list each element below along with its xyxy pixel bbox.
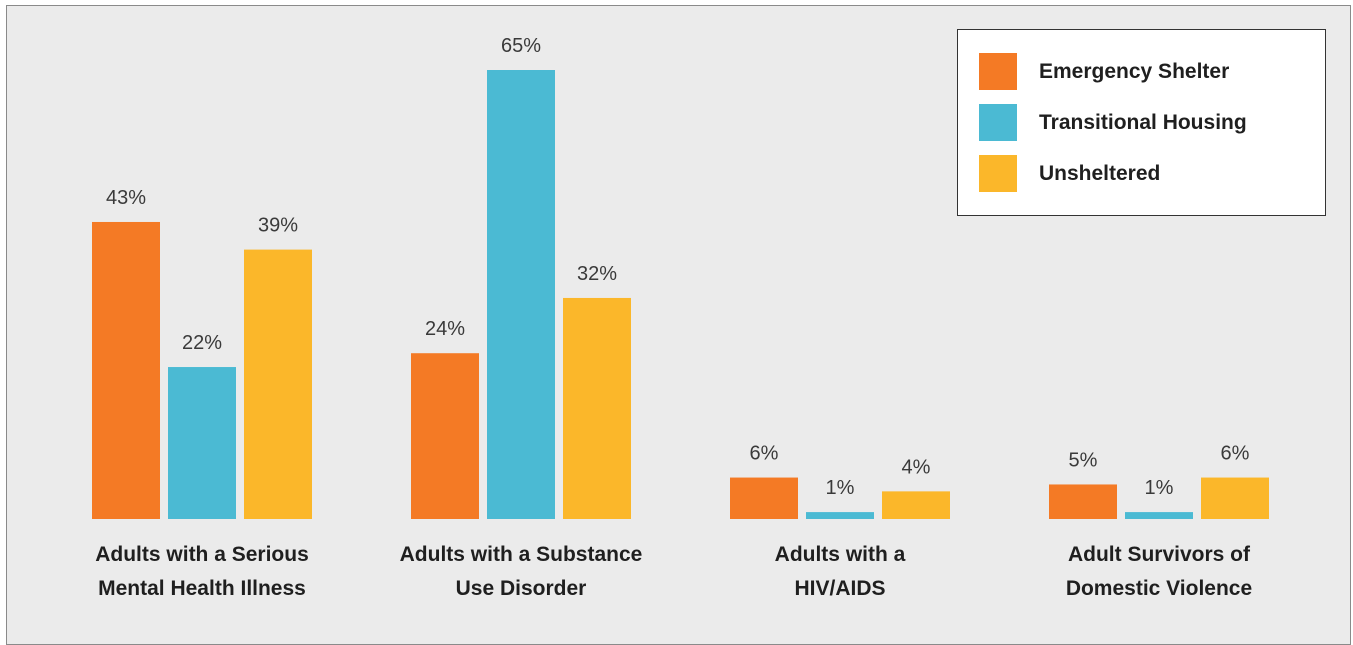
category-label-line: Adults with a: [775, 543, 906, 566]
bar-emergency-shelter-3: [730, 477, 798, 519]
legend-item-transitional-housing: Transitional Housing: [979, 104, 1247, 141]
category-label-line: Use Disorder: [456, 577, 587, 600]
data-label-transitional-housing-2: 65%: [501, 35, 541, 57]
data-label-emergency-shelter-2: 24%: [425, 318, 465, 340]
bar-emergency-shelter-4: [1049, 484, 1117, 519]
legend-label-transitional-housing: Transitional Housing: [1039, 110, 1247, 134]
bar-transitional-housing-4: [1125, 512, 1193, 519]
bar-transitional-housing-1: [168, 367, 236, 519]
category-label-3: Adults with a HIV/AIDS: [775, 543, 906, 600]
legend-label-emergency-shelter: Emergency Shelter: [1039, 59, 1230, 83]
bar-emergency-shelter-2: [411, 353, 479, 519]
bar-unsheltered-4: [1201, 477, 1269, 519]
data-label-transitional-housing-1: 22%: [182, 332, 222, 354]
category-label-2: Adults with a Substance Use Disorder: [400, 543, 643, 600]
category-label-line: Adult Survivors of: [1068, 543, 1251, 566]
category-label-line: Mental Health Illness: [98, 577, 306, 600]
bar-transitional-housing-3: [806, 512, 874, 519]
category-label-line: Adults with a Serious: [95, 543, 309, 566]
legend-item-emergency-shelter: Emergency Shelter: [979, 53, 1229, 90]
legend-swatch-emergency-shelter: [979, 53, 1017, 90]
bar-unsheltered-1: [244, 249, 312, 519]
category-label-4: Adult Survivors of Domestic Violence: [1066, 543, 1252, 600]
bar-unsheltered-2: [563, 297, 631, 519]
bar-chart: 43% 22% 39% Adults with a Serious Mental Hea…: [92, 35, 1269, 600]
category-label-1: Adults with a Serious Mental Health Illne…: [95, 543, 309, 600]
data-label-transitional-housing-3: 1%: [826, 477, 855, 499]
data-label-unsheltered-3: 4%: [902, 456, 931, 478]
bar-emergency-shelter-1: [92, 221, 160, 519]
legend-item-unsheltered: Unsheltered: [979, 155, 1160, 192]
legend-label-unsheltered: Unsheltered: [1039, 161, 1161, 185]
data-label-unsheltered-2: 32%: [577, 263, 617, 285]
data-label-emergency-shelter-1: 43%: [106, 187, 146, 209]
data-label-unsheltered-4: 6%: [1221, 443, 1250, 465]
data-label-emergency-shelter-3: 6%: [750, 443, 779, 465]
chart-legend: Emergency Shelter Transitional Housing U…: [957, 29, 1326, 216]
bar-unsheltered-3: [882, 491, 950, 519]
category-label-line: Adults with a Substance: [400, 543, 643, 566]
data-label-unsheltered-1: 39%: [258, 215, 298, 237]
legend-swatch-unsheltered: [979, 155, 1017, 192]
data-label-transitional-housing-4: 1%: [1145, 477, 1174, 499]
bar-transitional-housing-2: [487, 70, 555, 519]
category-label-line: Domestic Violence: [1066, 577, 1252, 600]
category-label-line: HIV/AIDS: [794, 577, 885, 600]
legend-swatch-transitional-housing: [979, 104, 1017, 141]
data-label-emergency-shelter-4: 5%: [1069, 449, 1098, 471]
